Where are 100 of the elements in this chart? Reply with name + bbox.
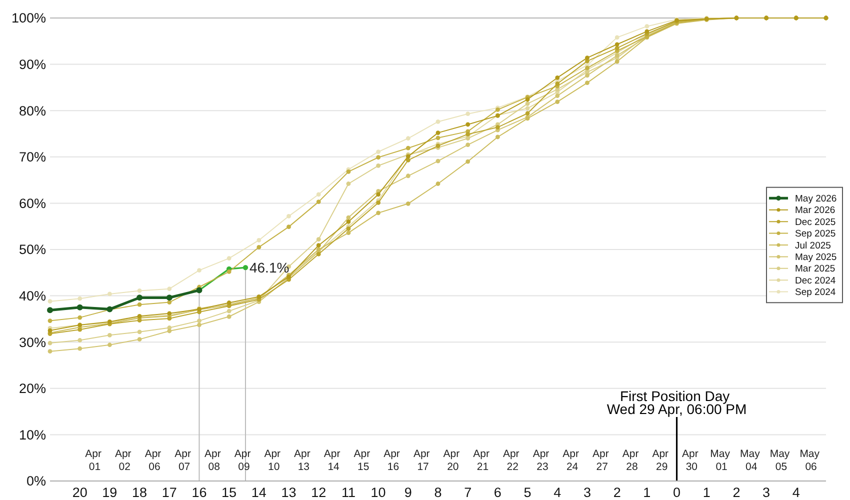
- x-tick-label: 3: [583, 485, 591, 500]
- point: [346, 182, 351, 186]
- point: [76, 304, 83, 310]
- point: [466, 132, 470, 136]
- y-tick-label: 10%: [18, 427, 46, 442]
- point: [555, 94, 560, 98]
- point: [614, 42, 620, 47]
- legend-label: May 2025: [795, 252, 837, 264]
- point: [316, 192, 321, 197]
- point: [47, 307, 53, 314]
- point: [585, 73, 590, 78]
- x-tick-label: 12: [311, 485, 326, 500]
- point: [167, 328, 172, 334]
- point: [466, 159, 470, 164]
- x-tick-label: 4: [554, 485, 562, 500]
- point: [436, 182, 440, 186]
- point: [376, 210, 381, 216]
- y-tick-label: 0%: [26, 474, 46, 489]
- point: [286, 224, 291, 230]
- x-tick-label: 2: [613, 485, 621, 500]
- y-tick-label: 90%: [18, 57, 46, 72]
- annotation: Apr 20: [443, 448, 463, 473]
- x-tick-label: 1: [702, 485, 710, 500]
- point: [346, 230, 351, 236]
- legend-label: Sep 2025: [795, 228, 836, 240]
- annotation: Apr 21: [473, 448, 492, 473]
- point: [436, 158, 440, 164]
- point: [376, 163, 381, 168]
- point: [316, 243, 321, 248]
- point: [137, 337, 142, 342]
- x-tick-label: 18: [132, 485, 148, 500]
- annotation: May 05: [770, 448, 793, 473]
- point: [525, 111, 530, 116]
- x-tick-label: 16: [192, 485, 207, 500]
- annotation: May 04: [740, 448, 763, 473]
- point: [436, 120, 440, 124]
- x-tick-label: 7: [464, 485, 472, 500]
- point: [136, 294, 143, 301]
- x-tick-label: 9: [404, 485, 412, 500]
- point: [48, 299, 52, 304]
- point: [316, 237, 321, 242]
- legend-label: Mar 2025: [795, 264, 836, 275]
- point: [555, 76, 560, 80]
- x-tick-label: 5: [524, 485, 532, 500]
- point: [256, 238, 262, 242]
- annotation: Apr 16: [384, 448, 403, 473]
- x-tick-label: 2: [732, 485, 740, 500]
- x-tick-label: 4: [792, 485, 800, 500]
- point: [78, 315, 82, 320]
- point: [495, 134, 500, 140]
- annotation: Apr 23: [532, 448, 552, 473]
- point: [166, 294, 172, 301]
- legend-label: May 2026: [795, 194, 837, 205]
- x-tick-label: 19: [102, 485, 118, 500]
- annotation: Apr 27: [592, 448, 612, 473]
- annotation: Apr 02: [114, 448, 134, 473]
- x-tick-label: 6: [494, 485, 502, 500]
- y-tick-label: 100%: [11, 10, 46, 26]
- point: [525, 97, 530, 102]
- x-tick-label: 11: [341, 485, 356, 500]
- point: [48, 328, 52, 333]
- y-tick-label: 70%: [18, 150, 46, 165]
- point: [256, 244, 262, 250]
- legend-label: Sep 2024: [795, 287, 836, 298]
- point: [346, 215, 351, 220]
- x-tick-label: 14: [251, 485, 267, 500]
- y-tick-label: 50%: [18, 242, 46, 258]
- point: [197, 322, 202, 328]
- point: [376, 150, 381, 154]
- point: [137, 288, 142, 293]
- x-tick-label: 20: [72, 485, 88, 500]
- point: [406, 146, 410, 150]
- point: [614, 53, 620, 58]
- point: [78, 338, 82, 342]
- point: [614, 35, 620, 40]
- ref-line-label: First Position Day Wed 29 Apr, 06:00 PM: [606, 388, 747, 417]
- point: [525, 101, 530, 106]
- annotation: Apr 29: [652, 448, 672, 473]
- point: [78, 327, 82, 332]
- legend-label: Dec 2024: [795, 275, 836, 286]
- point: [406, 201, 410, 206]
- point: [585, 80, 590, 86]
- point: [226, 314, 232, 319]
- x-tick-label: 3: [762, 485, 770, 500]
- annotation: Apr 06: [144, 448, 164, 473]
- y-tick-label: 60%: [18, 196, 46, 211]
- point: [466, 112, 470, 116]
- point: [436, 130, 440, 136]
- annotation: Apr 22: [502, 448, 522, 473]
- point: [167, 316, 172, 321]
- point: [197, 268, 202, 273]
- x-tick-label: 10: [370, 485, 386, 500]
- annotation: Apr 09: [234, 448, 254, 473]
- point: [107, 342, 112, 348]
- annotation: Apr 17: [413, 448, 433, 473]
- point: [78, 346, 82, 351]
- y-tick-label: 30%: [18, 334, 46, 350]
- y-tick-label: 80%: [18, 103, 46, 118]
- annotation: Apr 01: [85, 448, 104, 473]
- y-tick-label: 40%: [18, 288, 46, 304]
